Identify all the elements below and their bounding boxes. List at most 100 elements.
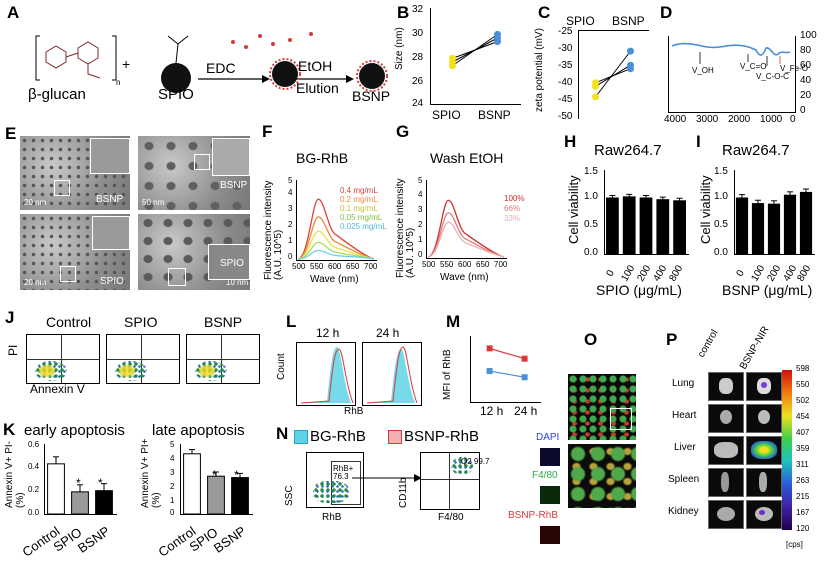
b-xtick: SPIO (432, 108, 461, 122)
k2-ytick: 5 (170, 440, 175, 449)
f-axes (296, 180, 377, 261)
bsnp-sphere-icon (359, 63, 385, 89)
l-hist-24h-svg (366, 346, 418, 404)
bar (71, 491, 89, 514)
j-title-spio: SPIO (124, 314, 158, 330)
bar (95, 490, 113, 514)
p-img-kidney-nir (746, 500, 782, 529)
d-xtick: 0 (790, 114, 796, 125)
c-plot (592, 47, 634, 101)
tem-label: BSNP (220, 180, 248, 191)
m-plot (486, 345, 528, 381)
p-organ-spleen: Spleen (668, 474, 700, 485)
h-xtick: 800 (667, 263, 686, 284)
n-xlabel-rhb: RhB (322, 512, 342, 523)
p-img-kidney-control (708, 500, 744, 529)
p-col-bsnp-nir: BSNP-NIR (738, 324, 772, 372)
panel-letter-p: P (666, 330, 678, 349)
bar (735, 197, 749, 254)
spio-sphere-icon (161, 63, 191, 93)
bar (47, 463, 65, 514)
p-scale-tick: 215 (796, 492, 810, 501)
k2-plot (183, 449, 249, 514)
k2-xticks: Control SPIO BSNP (155, 520, 264, 564)
p-img-spleen-nir (746, 468, 782, 497)
j-title-control: Control (46, 314, 92, 330)
spectrum-line (297, 198, 375, 260)
c-xtick: BSNP (612, 14, 645, 28)
g-plot (427, 199, 505, 258)
h-xticks: 0 100 200 400 800 (605, 258, 690, 284)
f-legend-item: 0.4 mg/mL (340, 186, 378, 195)
d-peak-oh: V_OH (692, 66, 714, 75)
d-ytick: 0 (800, 105, 806, 116)
spectrum-line (427, 212, 505, 258)
n-gate-label: RhB+ 76.3 (333, 464, 354, 481)
spectrum-line (297, 249, 375, 260)
o-dapi-thumb (540, 448, 560, 466)
p-img-lung-control (708, 372, 744, 401)
p-scale-tick: 550 (796, 380, 810, 389)
f-legend-item: 0.2 mg/mL (340, 195, 378, 204)
d-ytick: 60 (800, 60, 812, 71)
g-ytick: 5 (418, 176, 423, 185)
p-colorbar-ticks: 598 550 502 454 407 359 311 263 215 167 … (796, 364, 824, 540)
k-title-late: late apoptosis (152, 422, 245, 439)
panel-letter-m: M (446, 312, 461, 331)
pair-line (452, 41, 498, 59)
panel-letter-d: D (660, 3, 673, 22)
bar (622, 196, 636, 254)
i-ylabel: Cell viability (698, 175, 713, 244)
p-organ-liver: Liver (674, 442, 696, 453)
c-xtick: SPIO (566, 14, 595, 28)
tem-label: SPIO (220, 258, 244, 269)
p-scale-unit: [cps] (786, 540, 803, 549)
mfi-point (521, 355, 528, 362)
k1-ytick: 0.0 (28, 508, 40, 517)
plus-sign: + (122, 56, 131, 72)
k1-ytick: 0.6 (28, 440, 40, 449)
l-hist-12h-svg (300, 347, 354, 404)
spectrum-line (297, 241, 375, 260)
p-scale-tick: 502 (796, 396, 810, 405)
c-ytick: -25 (558, 26, 573, 37)
p-scale-tick: 167 (796, 508, 810, 517)
f-ytick: 3 (288, 204, 293, 213)
p-scale-tick: 454 (796, 412, 810, 421)
tem-image-bsnp-1: BSNP 20 nm (20, 136, 130, 210)
d-ftir-spectrum (671, 42, 791, 66)
g-ytick: 3 (418, 205, 423, 214)
edc-label: EDC (206, 60, 236, 76)
f-legend-item: 0.05 mg/mL (340, 213, 383, 222)
f-legend-item: 0.1 mg/mL (340, 204, 378, 213)
k-xtick: BSNP (74, 523, 113, 556)
d-ytick: 20 (800, 90, 812, 101)
i-xticks: 0 100 200 400 800 (735, 258, 820, 284)
panel-letter-g: G (396, 122, 410, 141)
p-scale-tick: 120 (796, 524, 810, 533)
l-time-12: 12 h (316, 326, 340, 340)
g-title: Wash EtOH (430, 150, 504, 166)
i-ytick: 1.5 (714, 166, 728, 177)
i-ytick: 0.0 (714, 247, 728, 258)
i-title: Raw264.7 (722, 142, 790, 159)
h-ytick: 1.5 (584, 166, 598, 177)
f-xlabel: Wave (nm) (310, 274, 359, 285)
glucan-marker-icons (231, 32, 313, 49)
k-title-early: early apoptosis (24, 422, 125, 439)
k2-ytick: 3 (170, 468, 175, 477)
b-ytick: 32 (412, 4, 424, 15)
i-plot (735, 188, 813, 254)
n-xlabel-f480: F4/80 (438, 512, 464, 523)
bsnp-point (627, 65, 634, 73)
panel-letter-i: I (696, 132, 701, 151)
d-xtick: 4000 (664, 114, 687, 125)
mfi-point (486, 368, 493, 375)
d-xtick: 2000 (728, 114, 751, 125)
o-overview-image (568, 374, 636, 440)
p-img-heart-nir (746, 404, 782, 433)
f-xtick: 700 (364, 262, 378, 271)
d-axes (668, 36, 796, 113)
panel-letter-h: H (564, 132, 577, 151)
k2-axes (180, 444, 253, 515)
